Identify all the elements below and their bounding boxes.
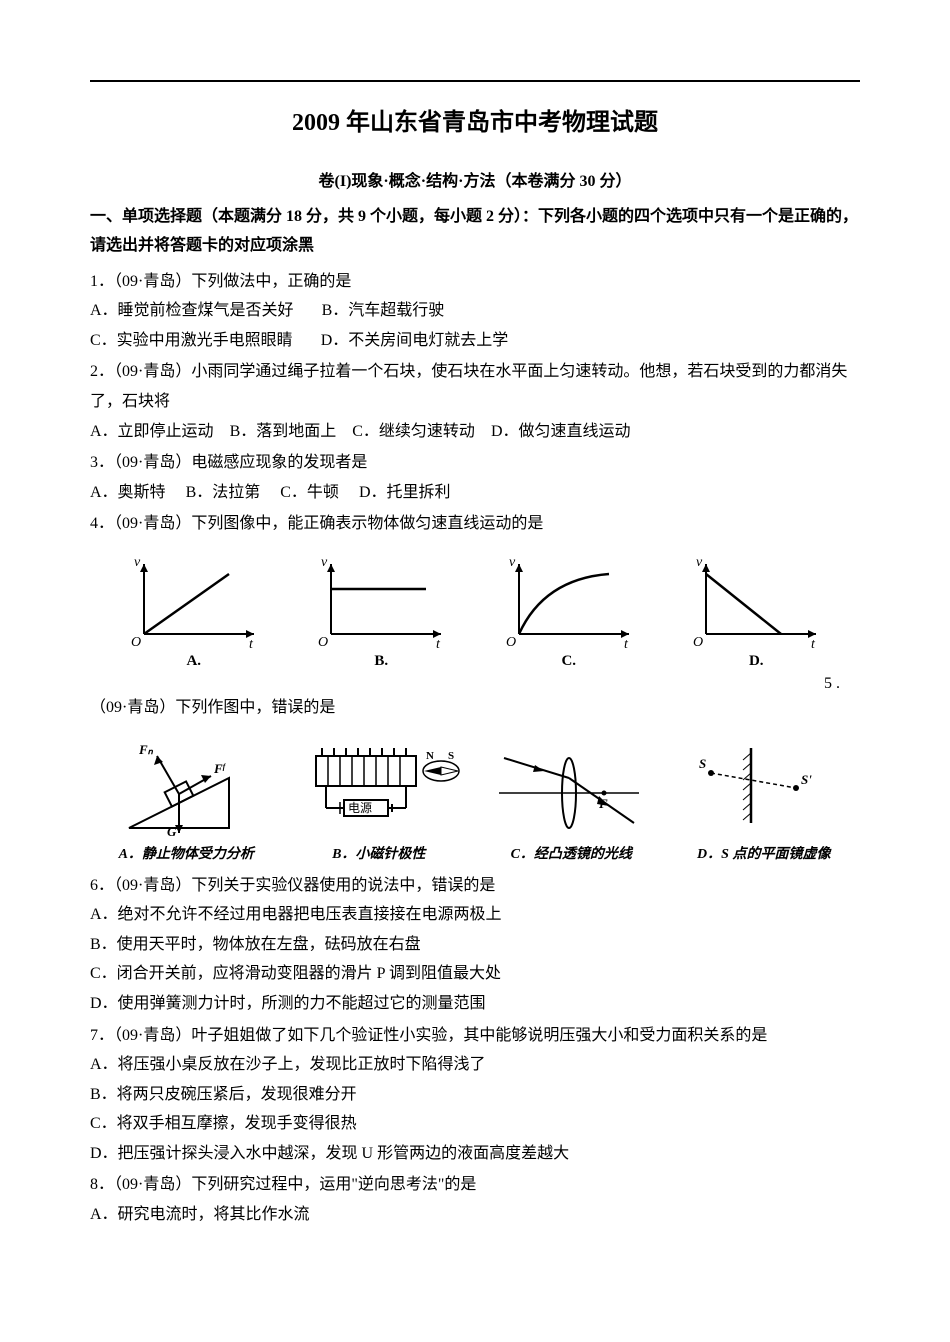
q6-option-d: D．使用弹簧测力计时，所测的力不能超过它的测量范围 xyxy=(90,989,860,1019)
q3-option-b: B．法拉第 xyxy=(186,484,261,501)
question-7: 7．（09·青岛）叶子姐姐做了如下几个验证性小实验，其中能够说明压强大小和受力面… xyxy=(90,1021,860,1169)
q4-figure-c: v t O C. xyxy=(475,554,663,670)
axis-o: O xyxy=(506,635,516,649)
q6-option-b: B．使用天平时，物体放在左盘，砝码放在右盘 xyxy=(90,930,860,960)
question-4: 4．（09·青岛）下列图像中，能正确表示物体做匀速直线运动的是 xyxy=(90,509,860,539)
label-sp: S xyxy=(699,756,706,771)
q2-option-b: B．落到地面上 xyxy=(230,423,337,440)
question-1: 1．（09·青岛）下列做法中，正确的是 A．睡觉前检查煤气是否关好 B．汽车超载… xyxy=(90,267,860,356)
q5-caption-c: C．经凸透镜的光线 xyxy=(475,843,668,863)
q3-option-c: C．牛顿 xyxy=(280,484,339,501)
q7-option-b: B．将两只皮碗压紧后，发现很难分开 xyxy=(90,1080,860,1110)
top-rule xyxy=(90,80,860,82)
q4-figures: v t O A. v t O B. v t O C. xyxy=(90,554,860,670)
question-3: 3．（09·青岛）电磁感应现象的发现者是 A．奥斯特 B．法拉第 C．牛顿 D．… xyxy=(90,448,860,507)
q4-figure-b: v t O B. xyxy=(288,554,476,670)
label-s: S xyxy=(448,750,454,762)
axis-o: O xyxy=(693,635,703,649)
q5-captions: A．静止物体受力分析 B．小磁针极性 C．经凸透镜的光线 D．S 点的平面镜虚像 xyxy=(90,843,860,863)
q4-stem: 4．（09·青岛）下列图像中，能正确表示物体做匀速直线运动的是 xyxy=(90,509,860,539)
q1-option-d: D．不关房间电灯就去上学 xyxy=(321,332,509,349)
q5-stem: （09·青岛）下列作图中，错误的是 xyxy=(90,693,860,723)
q8-stem: 8．（09·青岛）下列研究过程中，运用"逆向思考法"的是 xyxy=(90,1170,860,1200)
q7-option-a: A．将压强小桌反放在沙子上，发现比正放时下陷得浅了 xyxy=(90,1050,860,1080)
q4-label-a: A. xyxy=(100,653,288,670)
q3-option-a: A．奥斯特 xyxy=(90,484,166,501)
label-ff: Fᶠ xyxy=(213,761,227,776)
axis-v: v xyxy=(134,555,141,570)
axis-v: v xyxy=(321,555,328,570)
question-5: （09·青岛）下列作图中，错误的是 xyxy=(90,693,860,723)
label-dianyuan: 电源 xyxy=(348,801,372,815)
question-2: 2．（09·青岛）小雨同学通过绳子拉着一个石块，使石块在水平面上匀速转动。他想，… xyxy=(90,357,860,446)
label-n: N xyxy=(426,750,434,762)
q5-number: 5 . xyxy=(824,675,840,693)
q1-option-a: A．睡觉前检查煤气是否关好 xyxy=(90,302,294,319)
q1-option-c: C．实验中用激光手电照眼睛 xyxy=(90,332,293,349)
q2-option-d: D．做匀速直线运动 xyxy=(491,423,631,440)
q8-option-a: A．研究电流时，将其比作水流 xyxy=(90,1200,860,1230)
q6-option-a: A．绝对不允许不经过用电器把电压表直接接在电源两极上 xyxy=(90,900,860,930)
q4-label-d: D. xyxy=(663,653,851,670)
label-fn: Fₙ xyxy=(138,742,154,757)
q5-caption-d: D．S 点的平面镜虚像 xyxy=(668,843,861,863)
axis-t: t xyxy=(249,637,254,649)
q4-figure-d: v t O D. xyxy=(663,554,851,670)
axis-o: O xyxy=(131,635,141,649)
axis-v: v xyxy=(509,555,516,570)
q2-option-c: C．继续匀速转动 xyxy=(352,423,475,440)
axis-v: v xyxy=(696,555,703,570)
q4-label-c: C. xyxy=(475,653,663,670)
q1-option-b: B．汽车超载行驶 xyxy=(322,302,445,319)
question-6: 6．（09·青岛）下列关于实验仪器使用的说法中，错误的是 A．绝对不允许不经过用… xyxy=(90,871,860,1019)
q4-label-b: B. xyxy=(288,653,476,670)
q2-stem: 2．（09·青岛）小雨同学通过绳子拉着一个石块，使石块在水平面上匀速转动。他想，… xyxy=(90,357,860,416)
label-f: F xyxy=(598,796,608,811)
q7-option-d: D．把压强计探头浸入水中越深，发现 U 形管两边的液面高度差越大 xyxy=(90,1139,860,1169)
q5-caption-b: B．小磁针极性 xyxy=(283,843,476,863)
q7-stem: 7．（09·青岛）叶子姐姐做了如下几个验证性小实验，其中能够说明压强大小和受力面… xyxy=(90,1021,860,1051)
q6-option-c: C．闭合开关前，应将滑动变阻器的滑片 P 调到阻值最大处 xyxy=(90,959,860,989)
axis-t: t xyxy=(811,637,816,649)
subtitle: 卷(I)现象·概念·结构·方法（本卷满分 30 分） xyxy=(90,167,860,191)
q5-figure-d: S S' xyxy=(663,738,851,838)
q3-option-d: D．托里拆利 xyxy=(359,484,451,501)
axis-o: O xyxy=(318,635,328,649)
q5-caption-a: A．静止物体受力分析 xyxy=(90,843,283,863)
label-g: G xyxy=(167,824,177,838)
q5-figures: Fₙ Fᶠ G N S xyxy=(90,738,860,838)
page-title: 2009 年山东省青岛市中考物理试题 xyxy=(90,102,860,137)
label-sprime: S' xyxy=(801,772,812,787)
axis-t: t xyxy=(624,637,629,649)
q6-stem: 6．（09·青岛）下列关于实验仪器使用的说法中，错误的是 xyxy=(90,871,860,901)
section-header: 一、单项选择题（本题满分 18 分，共 9 个小题，每小题 2 分）：下列各小题… xyxy=(90,203,860,261)
q7-option-c: C．将双手相互摩擦，发现手变得很热 xyxy=(90,1109,860,1139)
q5-figure-c: F xyxy=(475,738,663,838)
q5-figure-a: Fₙ Fᶠ G xyxy=(100,738,288,838)
axis-t: t xyxy=(436,637,441,649)
q5-figure-b: N S 电源 xyxy=(288,738,476,838)
q4-figure-a: v t O A. xyxy=(100,554,288,670)
q2-option-a: A．立即停止运动 xyxy=(90,423,214,440)
question-8: 8．（09·青岛）下列研究过程中，运用"逆向思考法"的是 A．研究电流时，将其比… xyxy=(90,1170,860,1229)
q1-stem: 1．（09·青岛）下列做法中，正确的是 xyxy=(90,267,860,297)
q3-stem: 3．（09·青岛）电磁感应现象的发现者是 xyxy=(90,448,860,478)
